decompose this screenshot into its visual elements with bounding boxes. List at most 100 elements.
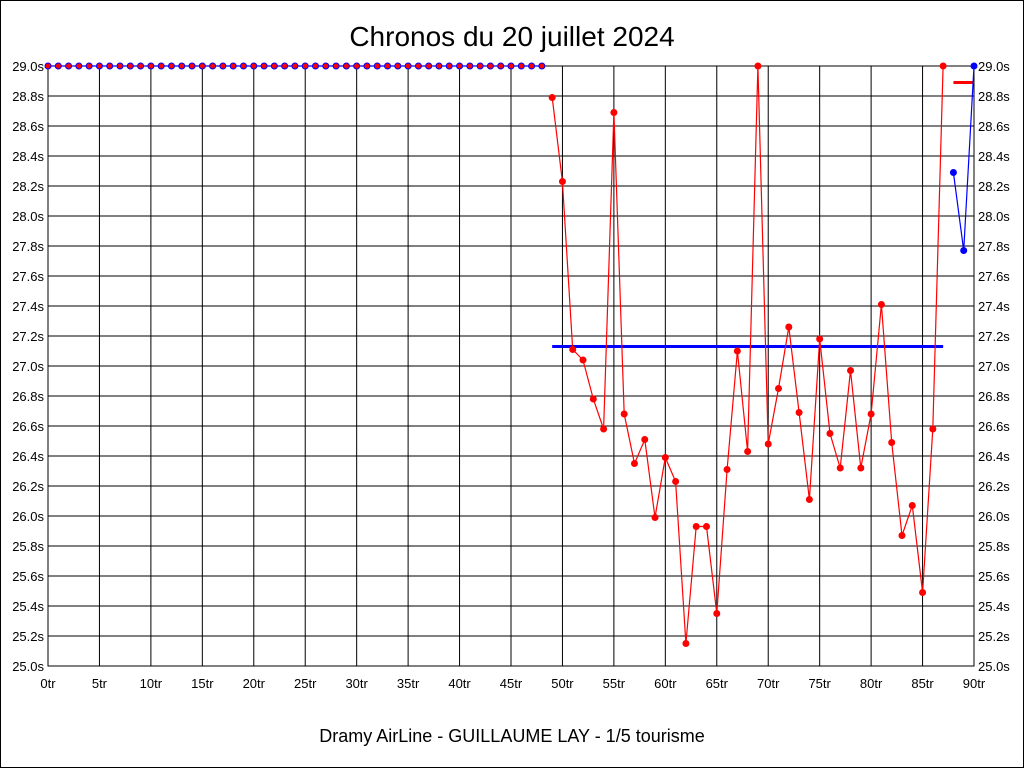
x-tick-label: 15tr <box>191 676 214 691</box>
x-tick-label: 40tr <box>448 676 471 691</box>
data-point <box>857 464 865 472</box>
data-point <box>270 62 278 70</box>
data-point <box>239 62 247 70</box>
x-axis-label: Dramy AirLine - GUILLAUME LAY - 1/5 tour… <box>319 726 704 746</box>
data-point <box>507 62 515 70</box>
data-point <box>877 301 885 308</box>
y-tick-label-right: 27.6s <box>978 269 1010 284</box>
data-point <box>116 62 124 70</box>
x-tick-label: 80tr <box>860 676 883 691</box>
y-tick-label-right: 26.8s <box>978 389 1010 404</box>
data-point <box>836 464 844 472</box>
data-point <box>702 523 710 530</box>
data-point <box>178 62 186 70</box>
y-tick-label-left: 29.0s <box>12 59 44 74</box>
data-point <box>188 62 196 70</box>
x-tick-label: 25tr <box>294 676 317 691</box>
y-tick-label-left: 26.4s <box>12 449 44 464</box>
y-tick-label-left: 26.0s <box>12 509 44 524</box>
data-point <box>373 62 381 70</box>
data-point <box>620 410 628 418</box>
y-tick-label-right: 28.8s <box>978 89 1010 104</box>
data-point <box>342 62 350 70</box>
data-point <box>486 62 494 70</box>
data-point <box>847 367 855 374</box>
y-tick-label-right: 28.2s <box>978 179 1010 194</box>
y-tick-label-right: 28.6s <box>978 119 1010 134</box>
data-point <box>95 62 103 70</box>
data-point <box>384 62 392 70</box>
data-point <box>332 62 340 70</box>
data-point <box>775 385 783 392</box>
data-point <box>54 62 62 70</box>
y-tick-label-left: 25.0s <box>12 659 44 674</box>
y-tick-label-right: 26.6s <box>978 419 1010 434</box>
y-tick-label-right: 25.6s <box>978 569 1010 584</box>
y-tick-label-right: 26.4s <box>978 449 1010 464</box>
y-tick-label-left: 25.8s <box>12 539 44 554</box>
data-point <box>908 502 916 509</box>
y-tick-label-right: 25.2s <box>978 629 1010 644</box>
y-tick-label-left: 25.6s <box>12 569 44 584</box>
data-point <box>75 62 83 70</box>
data-point <box>888 439 896 446</box>
data-point <box>795 409 803 416</box>
y-tick-label-left: 25.4s <box>12 599 44 614</box>
data-point <box>970 62 978 70</box>
data-point <box>65 62 73 70</box>
data-point <box>579 356 587 364</box>
data-point <box>425 62 433 70</box>
data-point <box>414 62 422 70</box>
y-tick-label-right: 27.4s <box>978 299 1010 314</box>
x-tick-label: 75tr <box>808 676 831 691</box>
y-tick-label-left: 27.4s <box>12 299 44 314</box>
data-point <box>466 62 474 70</box>
data-point <box>569 346 577 353</box>
data-point <box>517 62 525 70</box>
data-point <box>322 62 330 70</box>
y-tick-label-right: 25.4s <box>978 599 1010 614</box>
data-point <box>733 347 741 355</box>
data-point <box>744 448 752 455</box>
data-point <box>435 62 443 70</box>
y-tick-label-right: 26.2s <box>978 479 1010 494</box>
y-tick-label-left: 27.6s <box>12 269 44 284</box>
y-tick-label-right: 27.0s <box>978 359 1010 374</box>
data-point <box>497 62 505 70</box>
x-tick-label: 10tr <box>140 676 163 691</box>
y-tick-label-left: 28.2s <box>12 179 44 194</box>
data-point <box>476 62 484 70</box>
data-point <box>209 62 217 70</box>
x-tick-label: 30tr <box>345 676 368 691</box>
data-point <box>85 62 93 70</box>
data-point <box>898 532 906 539</box>
y-tick-label-left: 25.2s <box>12 629 44 644</box>
data-point <box>723 466 731 473</box>
data-point <box>250 62 258 70</box>
data-point <box>260 62 268 70</box>
data-point <box>198 62 206 70</box>
y-tick-label-right: 25.0s <box>978 659 1010 674</box>
x-tick-label: 50tr <box>551 676 574 691</box>
x-tick-label: 35tr <box>397 676 420 691</box>
x-tick-label: 45tr <box>500 676 523 691</box>
y-tick-label-left: 27.8s <box>12 239 44 254</box>
data-point <box>960 247 968 254</box>
data-point <box>219 62 227 70</box>
x-tick-label: 65tr <box>706 676 729 691</box>
x-tick-label: 0tr <box>40 676 56 691</box>
data-point <box>528 62 536 70</box>
y-tick-label-right: 29.0s <box>978 59 1010 74</box>
y-tick-label-right: 26.0s <box>978 509 1010 524</box>
data-point <box>229 62 237 70</box>
data-point <box>867 410 875 418</box>
data-point <box>558 178 566 185</box>
data-point <box>713 610 721 617</box>
data-point <box>147 62 155 70</box>
data-point <box>404 62 412 70</box>
y-tick-label-left: 28.6s <box>12 119 44 134</box>
data-point <box>106 62 114 70</box>
y-tick-label-left: 28.0s <box>12 209 44 224</box>
data-point <box>764 440 772 448</box>
